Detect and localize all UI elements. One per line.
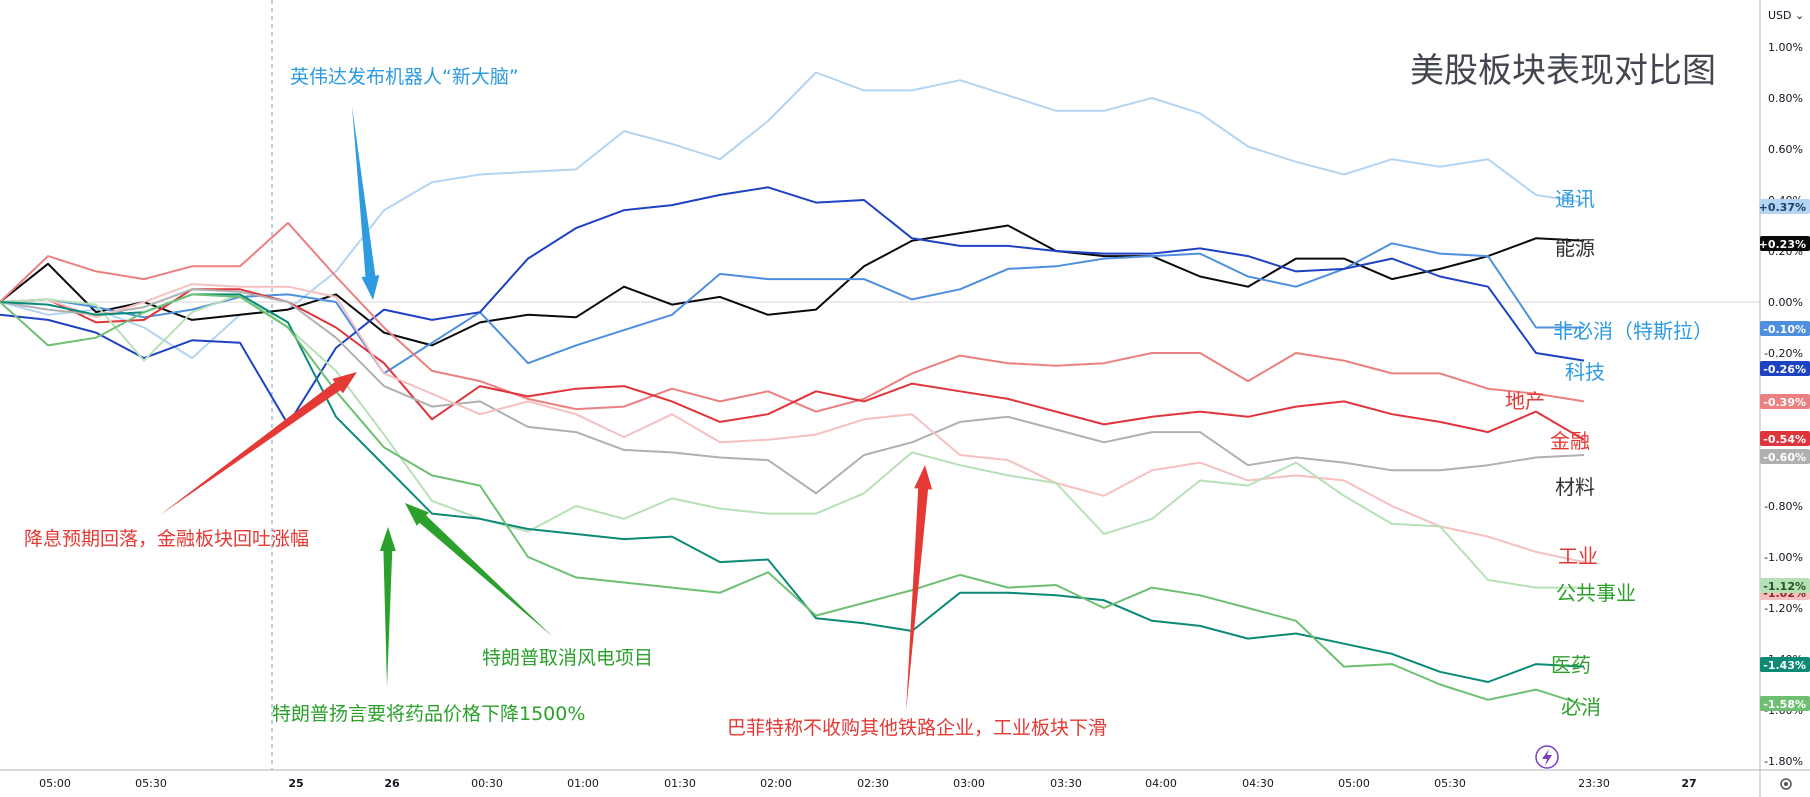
annotation-buffett: 巴菲特称不收购其他铁路企业，工业板块下滑 — [727, 717, 1107, 739]
y-tick-label-14: -1.80% — [1764, 755, 1803, 768]
series-line-9 — [0, 293, 1585, 683]
annotation-wind: 特朗普取消风电项目 — [482, 647, 653, 669]
x-tick-label-4: 00:30 — [471, 777, 503, 790]
x-tick-label-6: 01:30 — [664, 777, 696, 790]
annotation-nvidia: 英伟达发布机器人“新大脑” — [290, 66, 519, 88]
price-badge-text-9: -1.43% — [1763, 659, 1806, 672]
x-tick-label-8: 02:30 — [857, 777, 889, 790]
series-label-1: 能源 — [1555, 236, 1595, 260]
price-badge-4 — [1760, 394, 1810, 409]
y-tick-label-6: -0.20% — [1764, 347, 1803, 360]
x-tick-label-12: 04:30 — [1242, 777, 1274, 790]
series-label-4: 地产 — [1505, 389, 1545, 413]
price-badge-text-1: +0.23% — [1759, 238, 1806, 251]
price-badge-2 — [1760, 321, 1810, 336]
series-label-0: 通讯 — [1555, 187, 1595, 211]
price-badge-text-3: -0.26% — [1763, 363, 1806, 376]
series-label-3: 科技 — [1565, 360, 1605, 384]
price-badge-text-10: -1.58% — [1763, 698, 1806, 711]
annotation-drug: 特朗普扬言要将药品价格下降1500% — [272, 703, 585, 725]
series-label-8: 公共事业 — [1556, 581, 1636, 605]
chart-title: 美股板块表现对比图 — [1410, 51, 1716, 91]
x-tick-label-2: 25 — [288, 777, 303, 790]
price-badge-10 — [1760, 696, 1810, 711]
y-tick-label-9: -0.80% — [1764, 500, 1803, 513]
x-tick-label-13: 05:00 — [1338, 777, 1370, 790]
y-tick-label-10: -1.00% — [1764, 551, 1803, 564]
series-label-10: 必消 — [1561, 695, 1601, 719]
x-tick-label-15: 23:30 — [1578, 777, 1610, 790]
price-badge-text-0: +0.37% — [1759, 201, 1806, 214]
price-badge-text-6: -0.60% — [1763, 451, 1806, 464]
y-tick-label-0: 1.00% — [1768, 41, 1803, 54]
price-badge-3 — [1760, 361, 1810, 376]
series-line-4 — [0, 221, 1585, 413]
gear-icon[interactable] — [1780, 778, 1792, 790]
price-badge-text-8: -1.12% — [1763, 580, 1806, 593]
x-tick-label-16: 27 — [1681, 777, 1696, 790]
series-line-2 — [0, 242, 1584, 375]
series-label-7: 工业 — [1558, 544, 1598, 568]
price-badge-text-4: -0.39% — [1763, 396, 1806, 409]
series-label-9: 医药 — [1551, 653, 1591, 677]
x-tick-label-1: 05:30 — [135, 777, 167, 790]
price-badge-8 — [1760, 578, 1810, 593]
price-badge-text-2: -0.10% — [1763, 323, 1806, 336]
annotation-arrow-rate — [160, 372, 357, 515]
series-line-10 — [0, 293, 1585, 706]
price-badge-9 — [1760, 657, 1810, 672]
price-badge-text-5: -0.54% — [1763, 433, 1806, 446]
series-label-6: 材料 — [1555, 475, 1595, 499]
annotation-arrow-wind — [405, 503, 553, 637]
price-badge-1 — [1760, 236, 1810, 251]
annotation-arrow-buffett — [906, 465, 933, 712]
x-tick-label-5: 01:00 — [567, 777, 599, 790]
currency-selector[interactable]: USD ⌄ — [1768, 9, 1804, 22]
x-tick-label-9: 03:00 — [953, 777, 985, 790]
x-tick-label-7: 02:00 — [760, 777, 792, 790]
y-tick-label-2: 0.60% — [1768, 143, 1803, 156]
x-tick-label-10: 03:30 — [1050, 777, 1082, 790]
x-tick-label-0: 05:00 — [39, 777, 71, 790]
y-tick-label-5: 0.00% — [1768, 296, 1803, 309]
series-line-3 — [0, 186, 1585, 426]
series-line-1 — [0, 224, 1585, 347]
price-badge-6 — [1760, 449, 1810, 464]
series-line-7 — [0, 283, 1585, 564]
series-label-2: 非必消（特斯拉） — [1553, 319, 1713, 343]
price-badge-0 — [1760, 199, 1810, 214]
x-tick-label-14: 05:30 — [1434, 777, 1466, 790]
series-label-5: 金融 — [1550, 429, 1590, 453]
y-tick-label-11: -1.20% — [1764, 602, 1803, 615]
annotation-arrow-drug — [379, 527, 396, 687]
lightning-icon[interactable] — [1535, 745, 1559, 769]
price-badge-5 — [1760, 431, 1810, 446]
x-tick-label-11: 04:00 — [1145, 777, 1177, 790]
series-line-6 — [0, 288, 1585, 495]
annotation-arrow-nvidia — [352, 106, 380, 300]
series-line-5 — [0, 288, 1585, 441]
x-tick-label-3: 26 — [384, 777, 400, 790]
annotation-rate: 降息预期回落，金融板块回吐涨幅 — [24, 528, 309, 550]
series-line-8 — [0, 293, 1584, 589]
y-tick-label-1: 0.80% — [1768, 92, 1803, 105]
